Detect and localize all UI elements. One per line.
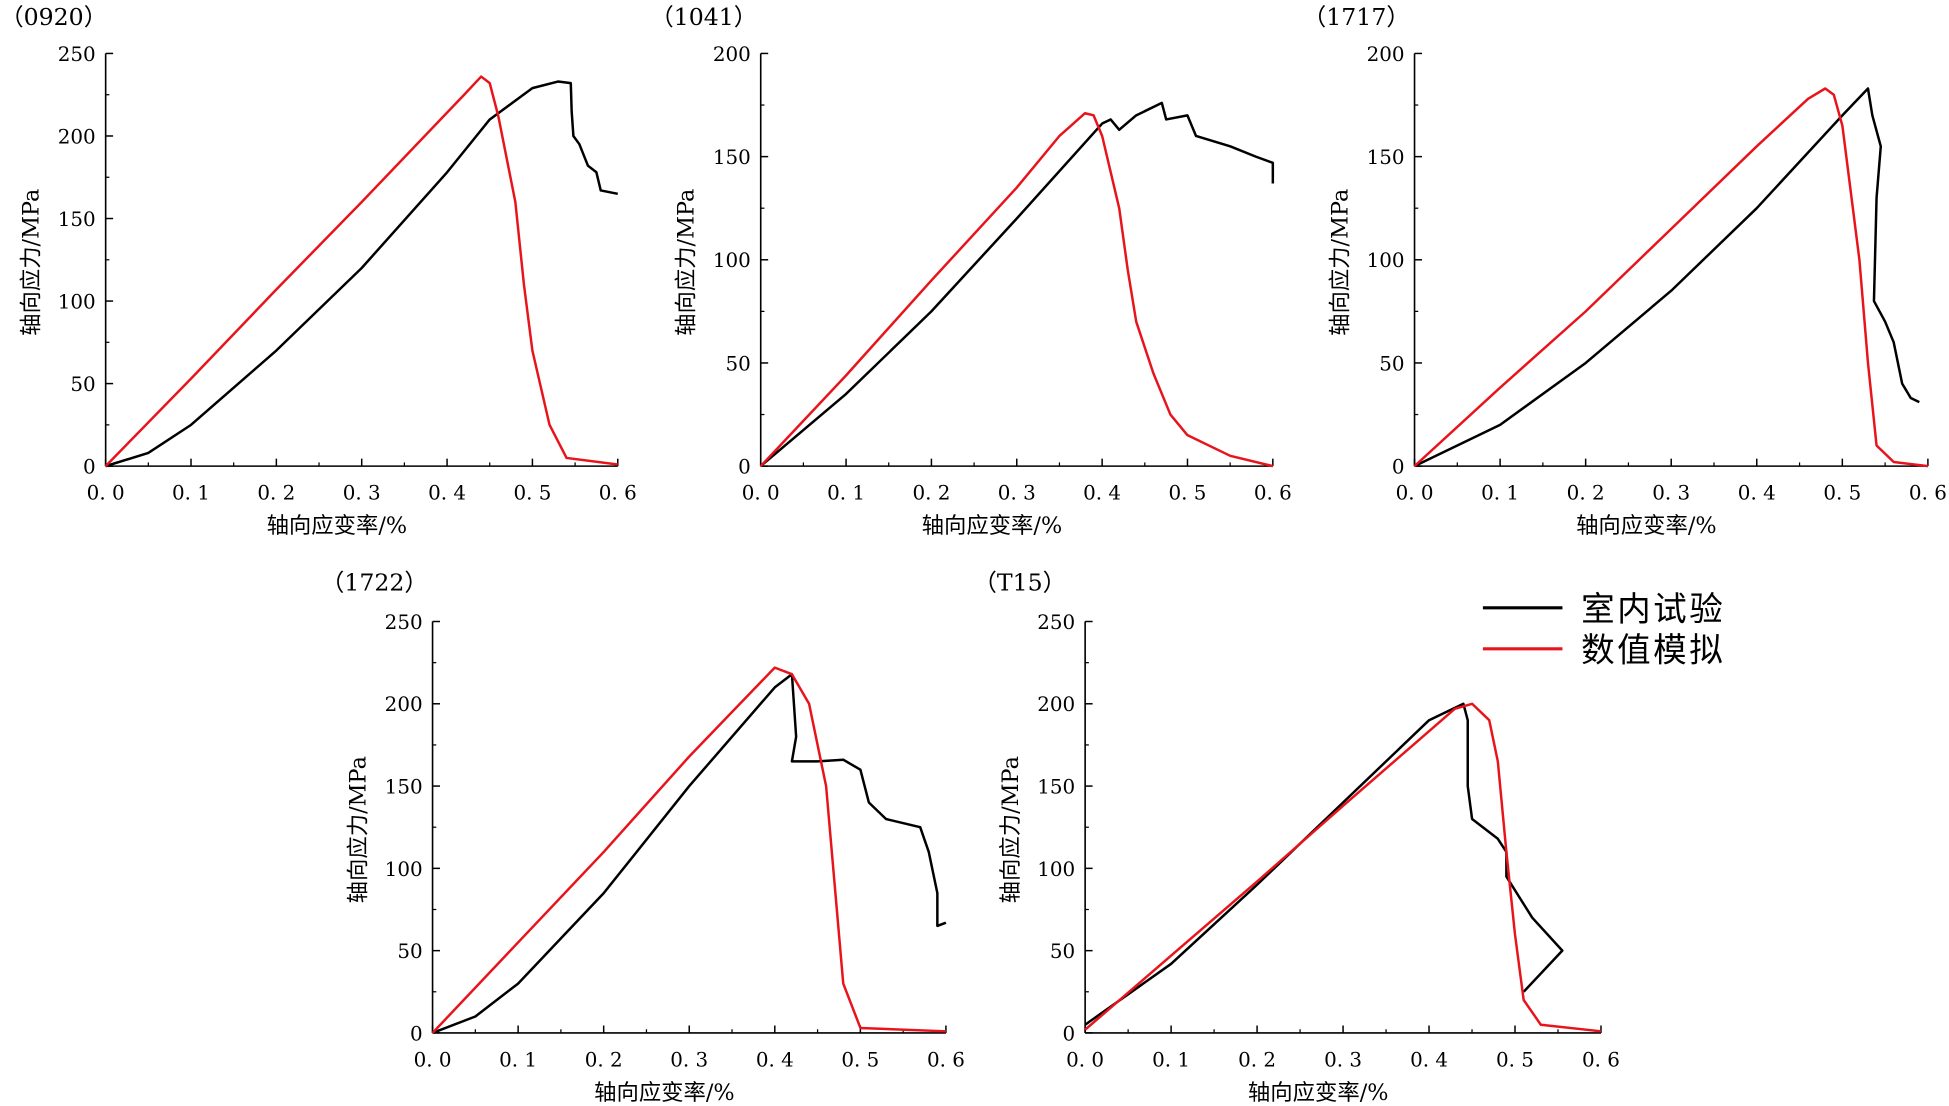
x-axis-label: 轴向应变率/% [1248,1080,1389,1106]
x-tick-label: 0. 5 [1169,482,1207,505]
x-tick-label: 0. 0 [1066,1048,1104,1071]
y-tick-label: 50 [725,352,750,375]
x-tick-label: 0. 1 [1152,1048,1190,1071]
x-axis-label: 轴向应变率/% [267,513,408,539]
y-tick-label: 100 [713,249,751,272]
y-tick-label: 200 [1037,693,1075,716]
chart-4: （T15） 0. 0 0. 1 0. 2 0. 3 0. 4 0. 5 0. 6 0 50 100 1… [973,568,1620,1106]
x-tick-label: 0. 5 [841,1048,879,1071]
series-line-test [105,80,619,468]
x-tick-label: 0. 1 [499,1048,537,1071]
legend-label: 数值模拟 [1581,630,1725,669]
y-tick-label: 50 [70,373,95,396]
series-line-test [432,672,947,1035]
y-tick-label: 150 [1037,776,1075,799]
x-tick-label: 0. 3 [670,1048,708,1071]
x-tick-label: 0. 3 [1652,482,1690,505]
x-tick-label: 0. 4 [1083,482,1121,505]
x-axis-label: 轴向应变率/% [594,1080,735,1106]
x-tick-label: 0. 6 [1254,482,1292,505]
x-tick-label: 0. 4 [756,1048,794,1071]
x-tick-label: 0. 6 [927,1048,965,1071]
x-tick-label: 0. 0 [414,1048,452,1071]
series-line-test [759,101,1275,468]
y-tick-label: 200 [58,125,96,148]
x-axis-label: 轴向应变率/% [1576,513,1717,539]
series-line-simulation [1413,87,1929,468]
y-tick-label: 150 [1367,146,1405,169]
x-tick-label: 0. 1 [172,482,210,505]
chart-3: （1722） 0. 0 0. 1 0. 2 0. 3 0. 4 0. 5 0. 6 0 50 100… [321,568,965,1106]
series-line-simulation [431,666,946,1034]
y-tick-label: 50 [1379,352,1404,375]
y-axis-label: 轴向应力/MPa [345,756,371,903]
y-tick-label: 100 [1367,249,1405,272]
x-tick-label: 0. 3 [998,482,1036,505]
x-tick-label: 0. 3 [343,482,381,505]
x-tick-label: 0. 6 [1582,1048,1620,1071]
x-tick-label: 0. 5 [1823,482,1861,505]
y-axis-label: 轴向应力/MPa [674,189,700,336]
chart-title: （1722） [321,568,428,596]
y-tick-label: 250 [1037,611,1075,634]
x-axis-label: 轴向应变率/% [922,513,1063,539]
y-tick-label: 0 [1392,456,1405,479]
legend-label: 室内试验 [1581,589,1725,628]
y-tick-label: 150 [713,146,751,169]
x-tick-label: 0. 2 [1238,1048,1276,1071]
y-tick-label: 150 [385,776,423,799]
series-line-simulation [759,111,1274,468]
y-tick-label: 50 [1050,940,1075,963]
x-tick-label: 0. 5 [513,482,551,505]
y-axis-label: 轴向应力/MPa [19,189,45,336]
x-tick-label: 0. 6 [1909,482,1947,505]
x-tick-label: 0. 4 [1738,482,1776,505]
y-tick-label: 150 [58,208,96,231]
x-tick-label: 0. 4 [428,482,466,505]
y-tick-label: 200 [713,43,751,66]
y-tick-label: 250 [58,43,96,66]
x-tick-label: 0. 6 [599,482,637,505]
x-tick-label: 0. 2 [912,482,950,505]
chart-title: （0920） [0,3,107,31]
y-tick-label: 200 [1367,43,1405,66]
y-tick-label: 100 [58,291,96,314]
y-tick-label: 50 [397,940,422,963]
x-tick-label: 0. 2 [257,482,295,505]
series-line-simulation [104,75,618,467]
chart-1: （1041） 0. 0 0. 1 0. 2 0. 3 0. 4 0. 5 0. 6 0 50 100… [650,3,1292,539]
x-tick-label: 0. 0 [742,482,780,505]
y-tick-label: 250 [385,611,423,634]
chart-title: （1041） [650,3,757,31]
y-tick-label: 100 [385,858,423,881]
x-tick-label: 0. 3 [1324,1048,1362,1071]
chart-title: （1717） [1303,3,1410,31]
x-tick-label: 0. 0 [87,482,125,505]
y-tick-label: 200 [385,693,423,716]
chart-0: （0920） 0. 0 0. 1 0. 2 0. 3 0. 4 0. 5 0. 6 0 50 100… [0,3,637,539]
y-tick-label: 0 [738,456,751,479]
x-tick-label: 0. 1 [1481,482,1519,505]
chart-title: （T15） [973,568,1066,596]
series-line-test [1084,702,1564,1026]
x-tick-label: 0. 2 [1567,482,1605,505]
y-axis-label: 轴向应力/MPa [1327,189,1353,336]
series-line-test [1413,87,1920,468]
y-tick-label: 0 [83,456,96,479]
x-tick-label: 0. 2 [585,1048,623,1071]
series-line-simulation [1084,702,1602,1033]
chart-2: （1717） 0. 0 0. 1 0. 2 0. 3 0. 4 0. 5 0. 6 0 50 100… [1303,3,1947,539]
y-axis-label: 轴向应力/MPa [998,756,1024,903]
y-tick-label: 0 [410,1022,423,1045]
x-tick-label: 0. 0 [1396,482,1434,505]
y-tick-label: 0 [1063,1022,1076,1045]
x-tick-label: 0. 1 [827,482,865,505]
x-tick-label: 0. 5 [1496,1048,1534,1071]
y-tick-label: 100 [1037,858,1075,881]
x-tick-label: 0. 4 [1410,1048,1448,1071]
